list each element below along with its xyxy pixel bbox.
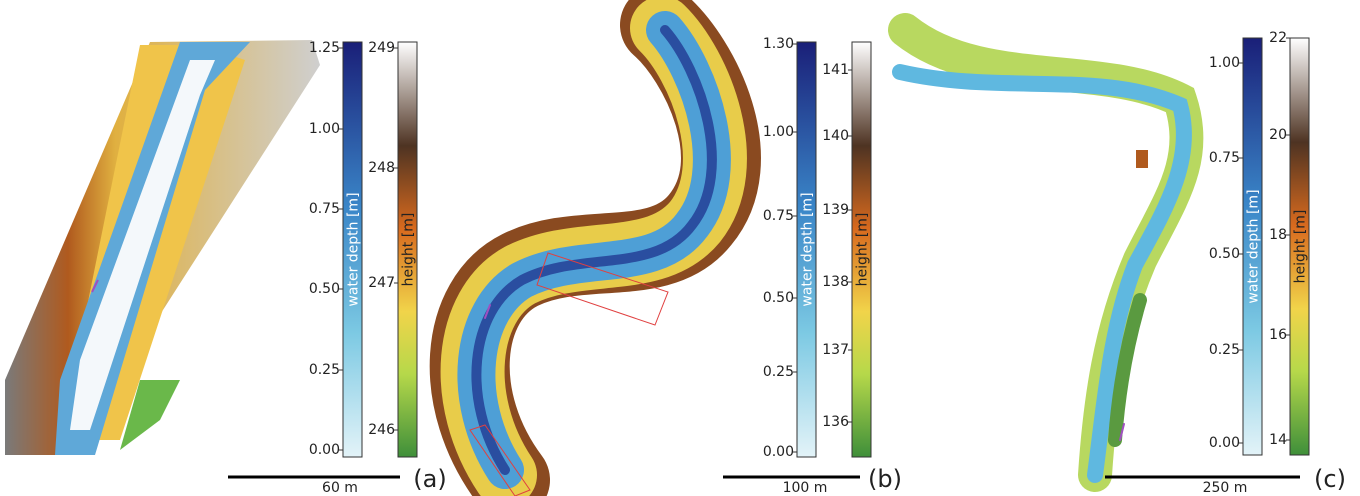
depth-tick-label: 1.00 [1209,55,1240,71]
depth-tick-label: 0.50 [1209,246,1240,262]
map-c [888,13,1204,492]
panel-label: (b) [868,465,902,493]
depth-tick-label: 0.00 [309,442,340,458]
depth-colorbar [1242,37,1263,456]
map-a [5,40,320,455]
height-tick-label: 141 [822,62,849,78]
depth-tick-label: 1.25 [309,40,340,56]
depth-tick-label: 1.00 [763,124,794,140]
depth-tick-label: 0.75 [763,208,794,224]
depth-tick-label: 0.00 [763,444,794,460]
panel-label: (c) [1314,465,1346,493]
height-tick-label: 138 [822,274,849,290]
depth-title: water depth [m] [800,192,816,306]
height-colorbar [1289,37,1310,456]
map-b [429,0,761,496]
depth-title: water depth [m] [346,192,362,306]
depth-tick-label: 0.00 [1209,435,1240,451]
height-tick-label: 22 [1269,30,1287,46]
height-tick-label: 16 [1269,327,1287,343]
scale-bar-label: 60 m [322,480,358,496]
depth-title: water depth [m] [1246,189,1262,303]
depth-tick-label: 0.75 [1209,150,1240,166]
height-tick-label: 249 [368,40,395,56]
depth-tick-label: 1.00 [309,121,340,137]
height-tick-label: 139 [822,202,849,218]
height-colorbar [397,41,418,458]
depth-colorbar [796,41,817,458]
depth-tick-label: 0.25 [1209,342,1240,358]
depth-tick-label: 0.25 [763,364,794,380]
height-colorbar [851,41,872,458]
panel-label: (a) [413,465,446,493]
height-title: height [m] [855,213,871,287]
height-title: height [m] [401,213,417,287]
depth-tick-label: 0.75 [309,201,340,217]
height-tick-label: 137 [822,342,849,358]
depth-tick-label: 0.50 [763,290,794,306]
height-tick-label: 247 [368,275,395,291]
height-tick-label: 140 [822,128,849,144]
scale-bar-label: 250 m [1203,480,1248,496]
height-tick-label: 248 [368,160,395,176]
scale-bar-label: 100 m [783,480,828,496]
height-tick-label: 18 [1269,227,1287,243]
depth-tick-label: 1.30 [763,36,794,52]
panels: water depth [m] height [m] 1.25 1.00 0.75 0.5… [228,30,1346,496]
depth-colorbar [342,41,363,458]
height-tick-label: 20 [1269,127,1287,143]
height-title: height [m] [1293,210,1309,284]
height-tick-label: 246 [368,422,395,438]
height-tick-label: 14 [1269,432,1287,448]
depth-tick-label: 0.50 [309,281,340,297]
depth-tick-label: 0.25 [309,362,340,378]
height-tick-label: 136 [822,414,849,430]
